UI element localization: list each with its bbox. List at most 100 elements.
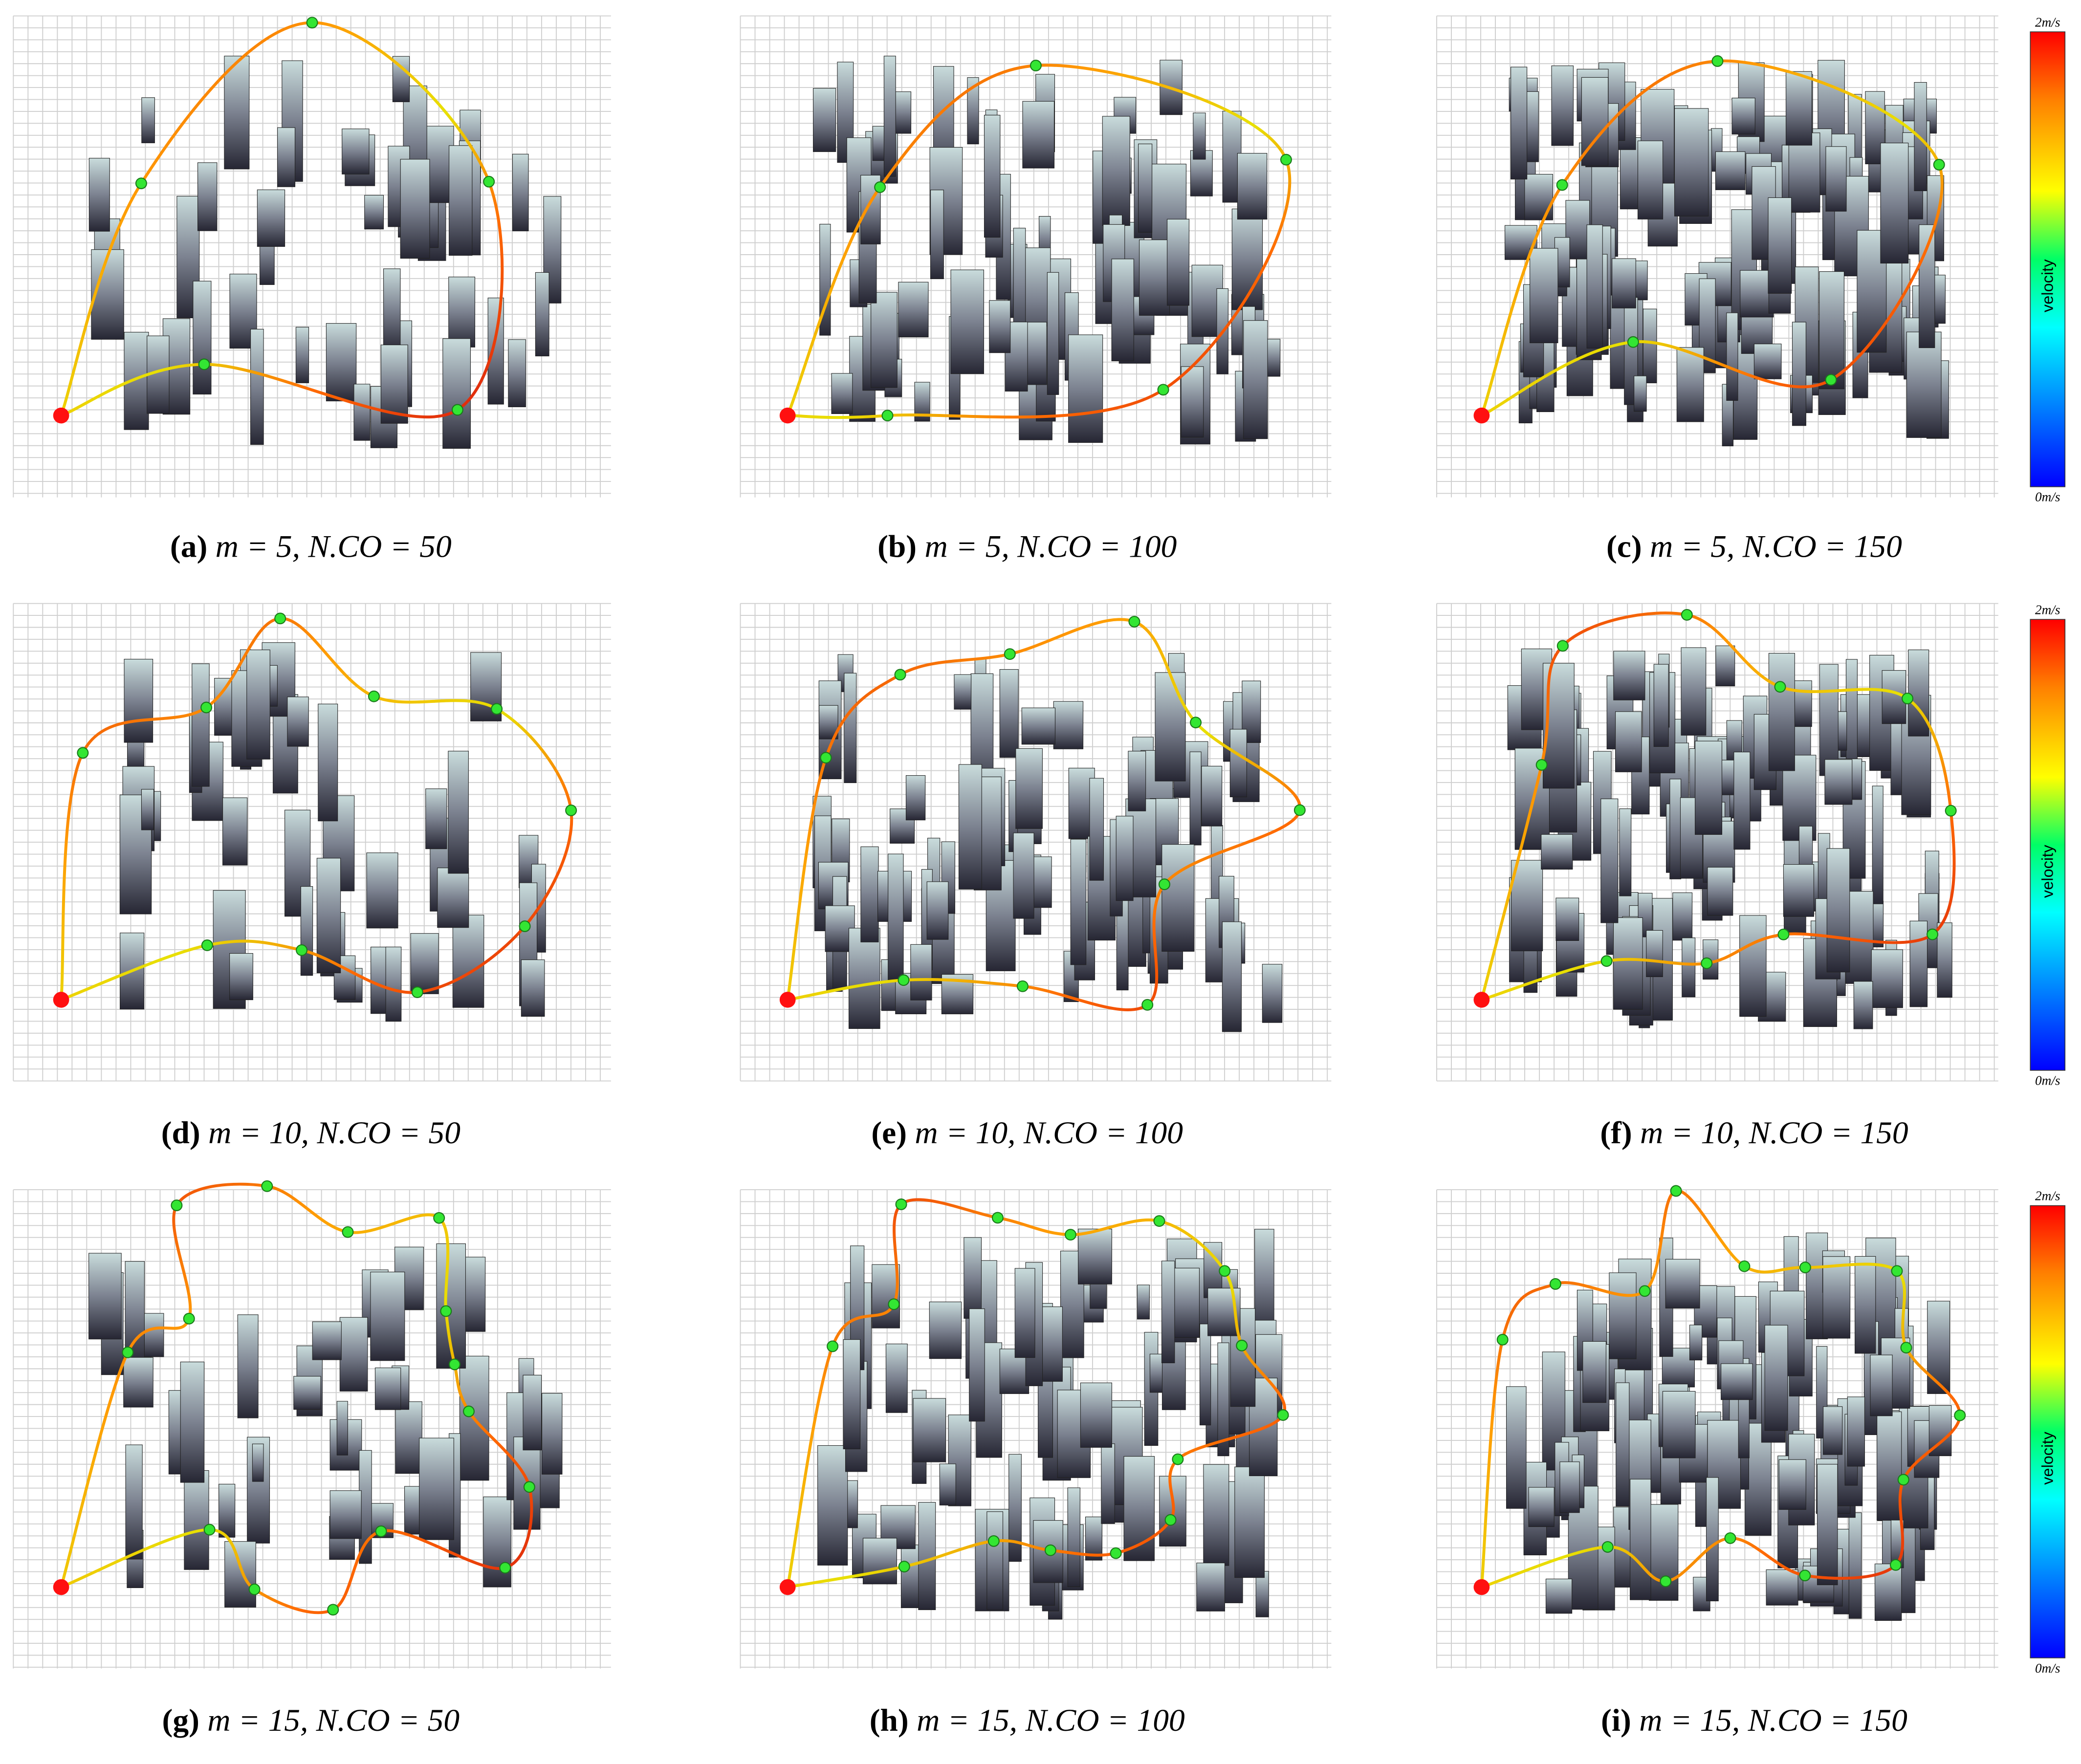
waypoint	[1670, 1185, 1682, 1197]
waypoint	[888, 1298, 900, 1310]
obstacle	[1511, 860, 1543, 952]
obstacle	[1646, 930, 1663, 978]
waypoint	[1701, 957, 1713, 969]
waypoint	[523, 1481, 535, 1493]
obstacle	[898, 282, 929, 338]
obstacle	[939, 1463, 956, 1505]
caption-text: m = 15, N.CO = 100	[917, 1703, 1185, 1738]
waypoint	[368, 690, 380, 702]
obstacle	[1845, 891, 1874, 984]
obstacle	[1078, 1228, 1112, 1285]
waypoint	[1128, 615, 1140, 628]
waypoint	[1639, 1285, 1651, 1297]
waypoint	[820, 752, 832, 764]
obstacle	[1128, 751, 1146, 811]
obstacle	[1053, 701, 1084, 749]
obstacle	[905, 775, 926, 821]
waypoint	[898, 974, 910, 986]
obstacle	[342, 129, 370, 174]
obstacle	[1682, 937, 1696, 998]
waypoint	[1681, 609, 1693, 621]
panel: (b) m = 5, N.CO = 100	[740, 15, 1332, 565]
colorbar-min: 0m/s	[2035, 1073, 2060, 1088]
obstacle	[192, 663, 210, 787]
waypoint	[1158, 878, 1170, 891]
waypoint	[122, 1346, 134, 1358]
obstacle	[437, 868, 469, 928]
obstacle	[1871, 949, 1903, 1008]
waypoint	[1945, 805, 1957, 817]
obstacle	[1609, 1272, 1637, 1359]
obstacle	[1739, 915, 1767, 1017]
obstacle	[252, 1443, 264, 1482]
waypoint	[462, 1405, 475, 1417]
obstacle	[1243, 320, 1268, 439]
obstacle	[1908, 649, 1929, 737]
obstacle	[1715, 645, 1735, 687]
obstacle	[1817, 1464, 1838, 1586]
obstacle	[339, 1317, 368, 1392]
obstacle	[1707, 867, 1733, 916]
obstacle	[1822, 1256, 1851, 1339]
obstacle	[246, 650, 270, 760]
obstacle	[1637, 140, 1664, 219]
obstacle	[1927, 1301, 1950, 1394]
obstacle	[1116, 816, 1134, 901]
obstacle	[1504, 225, 1537, 260]
waypoint	[827, 1340, 839, 1352]
obstacle	[1068, 334, 1103, 443]
obstacle	[1231, 208, 1263, 310]
caption: (i) m = 15, N.CO = 150	[1601, 1703, 1907, 1738]
obstacle	[1662, 1391, 1696, 1459]
obstacle	[197, 162, 218, 231]
obstacle	[1089, 778, 1104, 881]
waypoint	[135, 177, 147, 190]
obstacle	[1181, 366, 1204, 437]
obstacle	[312, 1321, 342, 1360]
caption-text: m = 10, N.CO = 150	[1640, 1115, 1908, 1151]
obstacle	[1551, 65, 1574, 146]
obstacle	[1731, 97, 1755, 135]
obstacle	[293, 1376, 321, 1410]
obstacle	[844, 673, 857, 784]
obstacle	[1541, 834, 1573, 870]
obstacle	[1014, 1268, 1035, 1358]
waypoint	[1110, 1547, 1122, 1559]
obstacle	[1778, 1459, 1806, 1510]
obstacle	[1766, 1569, 1798, 1606]
waypoint	[261, 1180, 273, 1192]
obstacle	[1826, 848, 1850, 973]
waypoint	[440, 1305, 452, 1317]
waypoint	[1157, 384, 1169, 396]
caption: (d) m = 10, N.CO = 50	[161, 1115, 460, 1151]
waypoint	[1600, 955, 1613, 967]
waypoint	[1738, 1260, 1751, 1272]
waypoint	[327, 1604, 339, 1616]
obstacle	[1847, 1396, 1865, 1467]
panel: (g) m = 15, N.CO = 50	[13, 1180, 611, 1738]
obstacle	[448, 751, 469, 874]
waypoint	[874, 181, 886, 193]
obstacle	[843, 1339, 861, 1449]
obstacle	[124, 659, 153, 743]
obstacle	[1689, 1325, 1703, 1361]
obstacle	[125, 1261, 145, 1363]
caption-letter: (d)	[161, 1115, 200, 1151]
start-point	[1473, 992, 1490, 1008]
panel: (f) m = 10, N.CO = 150 2m/s 0m/s velocity	[1436, 602, 2066, 1151]
obstacle	[1155, 672, 1186, 782]
obstacle	[1653, 664, 1669, 747]
obstacle	[91, 249, 124, 340]
obstacle	[1234, 1466, 1265, 1578]
waypoint	[1535, 759, 1548, 771]
obstacle	[168, 1390, 182, 1475]
colorbar	[2030, 1205, 2066, 1658]
obstacle	[967, 77, 979, 145]
obstacle	[123, 1357, 153, 1408]
colorbar	[2030, 31, 2066, 487]
obstacle	[1506, 1386, 1527, 1509]
obstacle	[370, 1271, 405, 1361]
obstacle	[871, 292, 898, 388]
